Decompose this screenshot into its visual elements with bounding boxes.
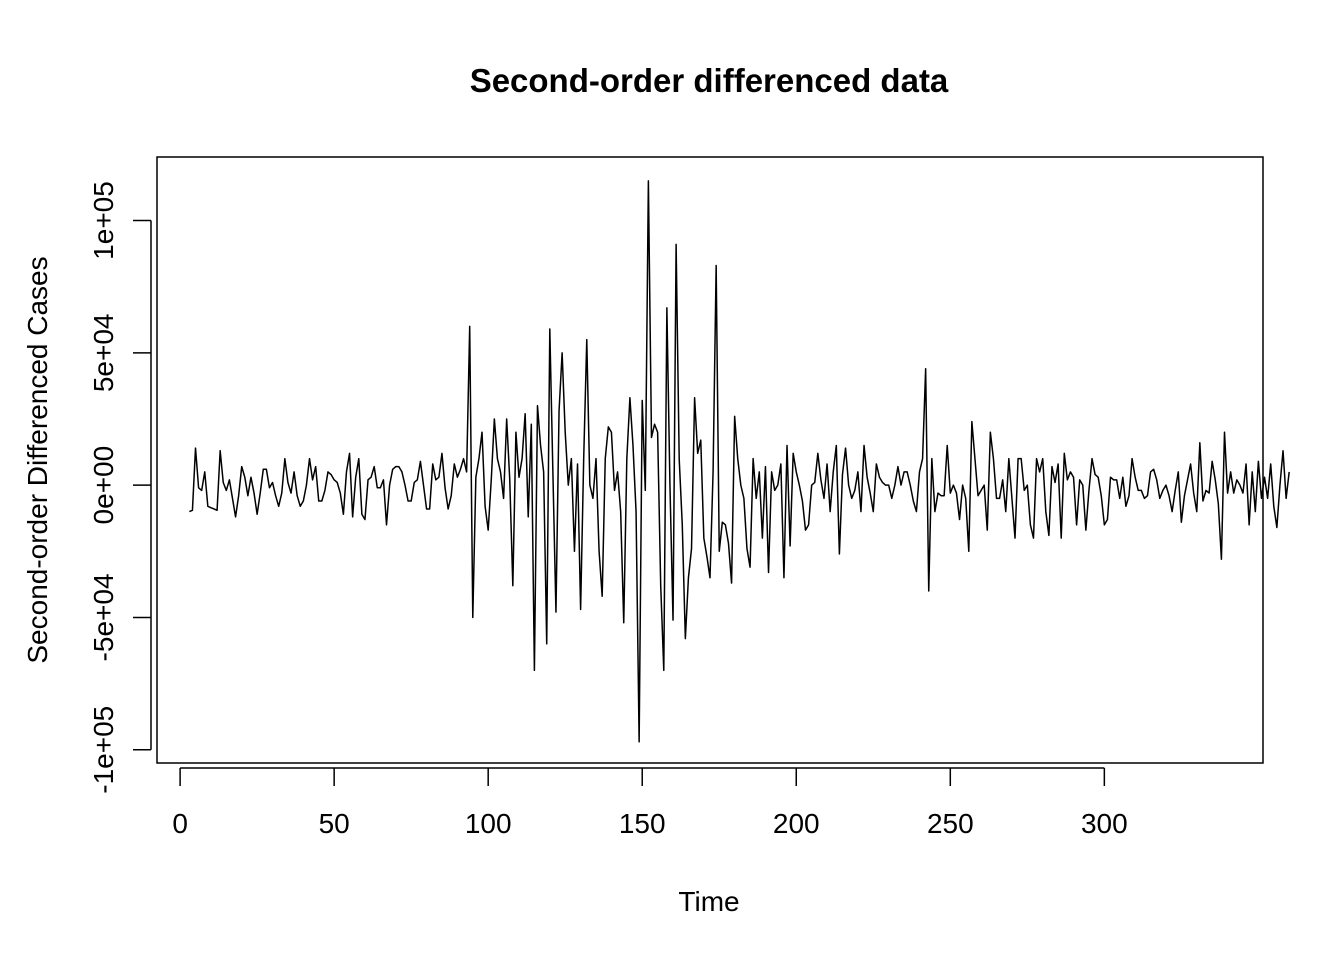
y-axis-label: Second-order Differenced Cases (22, 256, 53, 663)
y-axis: -1e+05 -5e+04 0e+00 5e+04 1e+05 (88, 181, 152, 794)
x-tick-label: 250 (927, 808, 974, 839)
plot-frame (156, 156, 1264, 764)
y-tick-label: 1e+05 (88, 181, 119, 260)
x-tick-label: 150 (619, 808, 666, 839)
x-tick-label: 0 (172, 808, 188, 839)
y-tick-label: -1e+05 (88, 706, 119, 794)
x-tick-label: 300 (1081, 808, 1128, 839)
x-tick-label: 200 (773, 808, 820, 839)
y-tick-label: -5e+04 (88, 573, 119, 661)
y-tick-label: 0e+00 (88, 446, 119, 525)
chart-title: Second-order differenced data (470, 62, 949, 99)
y-tick-label: 5e+04 (88, 314, 119, 393)
series-line (189, 180, 1290, 743)
series-group (189, 180, 1290, 743)
x-tick-label: 50 (319, 808, 350, 839)
x-axis: 0 50 100 150 200 250 300 (172, 767, 1128, 839)
x-axis-label: Time (678, 886, 739, 917)
x-tick-label: 100 (465, 808, 512, 839)
